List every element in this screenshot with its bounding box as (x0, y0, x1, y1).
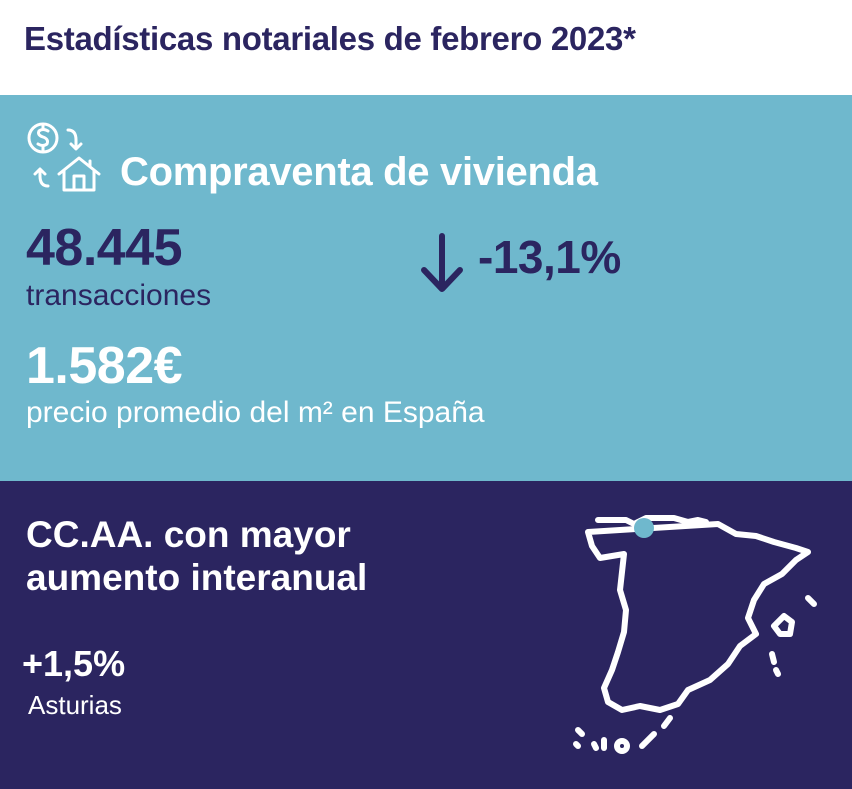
price-value: 1.582€ (26, 337, 183, 395)
change-value: -13,1% (478, 231, 621, 283)
top-region-name: Asturias (28, 690, 122, 720)
house-exchange-icon (27, 122, 101, 192)
top-region-value: +1,5% (22, 643, 126, 684)
transactions-label: transacciones (26, 279, 212, 312)
sales-heading: Compraventa de vivienda (120, 150, 598, 194)
page-title: Estadísticas notariales de febrero 2023* (24, 20, 636, 57)
spain-map-icon (573, 515, 817, 754)
regions-panel (0, 481, 852, 789)
regions-heading: CC.AA. con mayor aumento interanual (26, 514, 368, 598)
transactions-value: 48.445 (26, 219, 183, 277)
price-label: precio promedio del m² en España (26, 396, 485, 429)
arrow-down-icon (421, 233, 463, 292)
asturias-marker (634, 518, 654, 538)
sales-panel (0, 95, 852, 481)
header: Estadísticas notariales de febrero 2023* (0, 0, 852, 95)
